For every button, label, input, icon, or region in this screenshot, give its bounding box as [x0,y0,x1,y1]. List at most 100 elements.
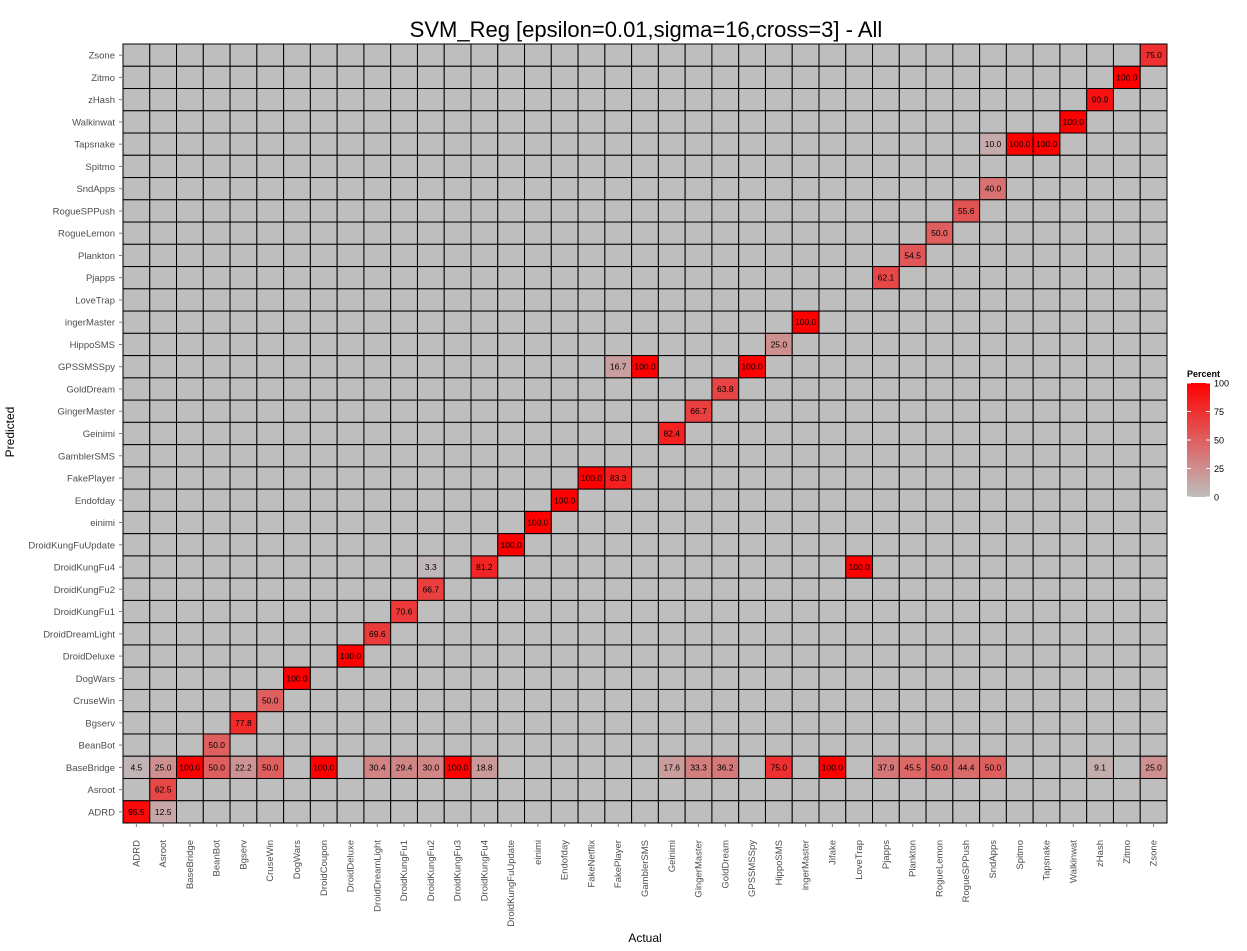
heatmap-cell [229,332,258,357]
heatmap-cell [657,266,686,290]
heatmap-cell [979,666,1007,690]
x-tick-label: DogWars [292,840,303,879]
heatmap-cell [363,355,392,379]
cell-value-label: 75.0 [771,762,788,772]
heatmap-cell [443,221,472,245]
cell-value-label: 18.8 [476,762,493,772]
heatmap-cell [1086,110,1114,134]
heatmap-cell [657,688,686,713]
heatmap-cell [818,177,847,201]
heatmap-cell [1059,132,1088,156]
heatmap-cell [283,332,311,357]
heatmap-cell [149,711,178,735]
heatmap-cell [845,644,874,668]
heatmap-cell [1139,444,1168,468]
y-tick-label: Pjapps [86,273,115,284]
heatmap-cell [979,577,1007,601]
heatmap-cell [577,510,606,535]
heatmap-cell [818,510,847,535]
heatmap-cell [149,310,178,334]
heatmap-cell [256,711,285,735]
cell-value-label: 50.0 [208,762,225,772]
x-tick-label: RogueSPPush [961,840,972,902]
heatmap-cell [738,488,766,512]
heatmap-cell [1005,510,1034,535]
heatmap-cell [497,177,526,201]
heatmap-cell [764,466,793,490]
heatmap-cell [122,444,151,468]
heatmap-cell [524,377,552,401]
heatmap-cell [764,199,793,223]
heatmap-cell [470,310,499,334]
heatmap-cell [738,43,766,67]
heatmap-cell [711,221,740,245]
heatmap-cell [256,221,285,245]
heatmap-cell [791,755,820,779]
heatmap-cell [202,43,231,67]
heatmap-cell [176,644,204,668]
y-tick-label: FakePlayer [67,474,115,485]
heatmap-cell [952,421,981,446]
x-tick-label: CruseWin [265,840,276,882]
heatmap-cell [1139,355,1168,379]
heatmap-cell [1032,444,1061,468]
heatmap-cell [711,510,740,535]
heatmap-cell [336,221,365,245]
cell-value-label: 37.9 [878,762,895,772]
heatmap-cell [952,177,981,201]
heatmap-cell [711,733,740,757]
heatmap-cell [1139,666,1168,690]
heatmap-cell [443,488,472,512]
heatmap-cell [1032,666,1061,690]
heatmap-cell [309,555,338,579]
heatmap-cell [604,221,633,245]
heatmap-cell [1139,688,1168,713]
heatmap-cell [952,466,981,490]
heatmap-cell [604,421,633,446]
heatmap-cell [1139,377,1168,401]
heatmap-cell [872,444,900,468]
heatmap-cell [738,65,766,90]
heatmap-cell [176,533,204,557]
heatmap-cell [550,510,579,535]
heatmap-cell [791,688,820,713]
y-tick-label: GPSSMSSpy [58,362,115,373]
heatmap-cell [229,510,258,535]
heatmap-cell [149,332,178,357]
heatmap-cell [363,154,392,179]
heatmap-cell [1059,555,1088,579]
heatmap-cell [550,154,579,179]
heatmap-cell [443,243,472,268]
heatmap-cell [845,43,874,67]
legend-colorbar [1187,383,1210,497]
heatmap-cell [1005,533,1034,557]
y-tick-label: ingerMaster [65,318,115,329]
heatmap-cell [336,777,365,802]
heatmap-cell [711,399,740,423]
heatmap-cell [176,65,204,90]
heatmap-cell [604,110,633,134]
heatmap-cell [577,310,606,334]
heatmap-cell [149,644,178,668]
heatmap-cell [1086,555,1114,579]
heatmap-cell [283,243,311,268]
heatmap-cell [684,288,713,312]
y-tick-label: Zsone [89,51,115,62]
heatmap-cell [711,355,740,379]
cell-value-label: 54.5 [904,250,921,260]
heatmap-cell [122,711,151,735]
heatmap-cell [309,533,338,557]
heatmap-cell [979,555,1007,579]
heatmap-cell [818,688,847,713]
x-tick-label: Walkinwat [1068,840,1079,883]
heatmap-cell [711,310,740,334]
heatmap-cell [1139,177,1168,201]
x-axis-label: Actual [628,931,661,945]
x-tick-label: Endofday [560,840,571,880]
chart-title: SVM_Reg [epsilon=0.01,sigma=16,cross=3] … [410,17,883,42]
heatmap-cell [149,132,178,156]
legend-tick-label: 0 [1214,493,1219,503]
heatmap-cell [711,444,740,468]
heatmap-cell [202,332,231,357]
heatmap-cell [925,644,954,668]
